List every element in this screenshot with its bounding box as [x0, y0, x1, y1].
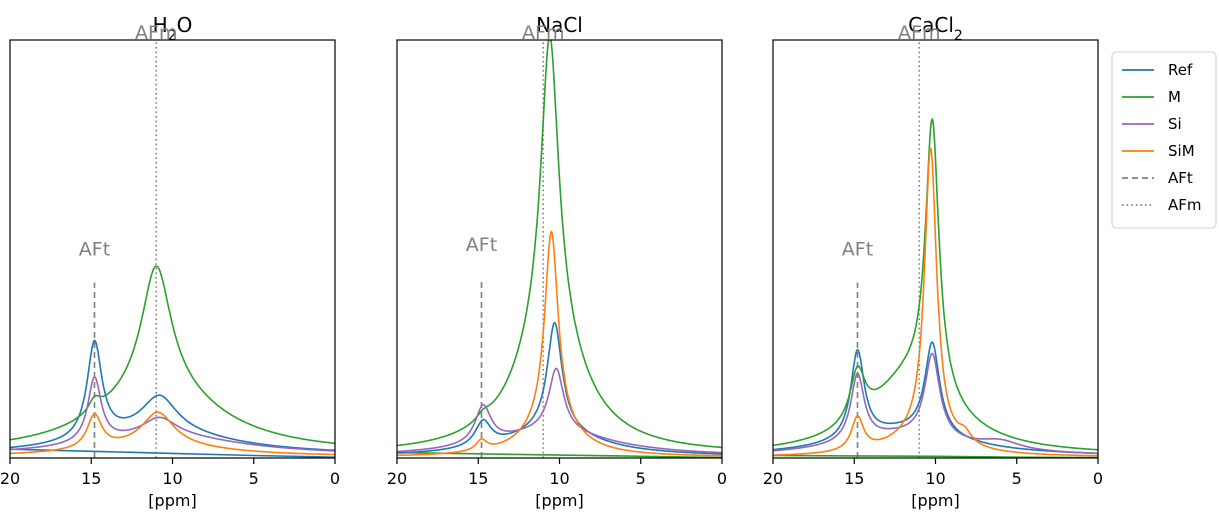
legend-entry: AFt — [1122, 169, 1193, 187]
series-line-sim — [773, 147, 1098, 457]
panel-title-tail: O — [177, 13, 193, 37]
x-tick-label: 5 — [636, 469, 646, 488]
baseline-trace — [10, 448, 335, 458]
x-axis-label: [ppm] — [148, 491, 196, 510]
legend-entry: Si — [1122, 115, 1182, 133]
series-line-ref — [10, 339, 335, 452]
legend-label: AFt — [1168, 169, 1193, 187]
x-tick-label: 5 — [249, 469, 259, 488]
x-tick-label: 5 — [1012, 469, 1022, 488]
afm-annotation-label: AFm — [522, 22, 564, 44]
legend-label: Ref — [1168, 61, 1193, 79]
series-line-m — [397, 40, 722, 449]
x-tick-label: 15 — [81, 469, 101, 488]
legend: Ref M Si SiM AFt AFm — [1111, 51, 1217, 229]
plot-area — [10, 40, 335, 458]
x-tick-label: 0 — [717, 469, 727, 488]
series-line-ref — [397, 321, 722, 455]
aft-annotation-label: AFt — [842, 238, 873, 260]
legend-entry: Ref — [1122, 61, 1193, 79]
plot-area — [397, 40, 722, 458]
x-tick-label: 10 — [549, 469, 569, 488]
legend-label: Si — [1168, 115, 1182, 133]
panel-3: CaCl2 AFt AFm 20 15 10 5 0 [ppm] — [763, 13, 1103, 510]
x-tick-label: 15 — [844, 469, 864, 488]
x-tick-label: 15 — [468, 469, 488, 488]
legend-label: SiM — [1168, 142, 1195, 160]
panel-title-main: CaCl — [908, 13, 954, 37]
series-line-sim — [10, 411, 335, 456]
legend-entry: AFm — [1122, 196, 1202, 214]
x-tick-label: 0 — [330, 469, 340, 488]
panel-title-subscript: 2 — [168, 28, 177, 44]
legend-label: AFm — [1168, 196, 1202, 214]
panel-title-main: NaCl — [536, 13, 583, 37]
legend-entry: M — [1122, 88, 1181, 106]
plot-area — [773, 40, 1098, 458]
panel-title: NaCl — [536, 13, 583, 37]
series-line-sim — [397, 230, 722, 457]
plot-frame — [9, 39, 336, 459]
series-line-ref — [773, 341, 1098, 455]
legend-entry: SiM — [1122, 142, 1195, 160]
legend-box — [1111, 51, 1217, 229]
x-tick-label: 0 — [1093, 469, 1103, 488]
panel-title-main: H — [153, 13, 168, 37]
panel-title-subscript: 2 — [954, 28, 963, 44]
x-tick-label: 20 — [0, 469, 20, 488]
aft-annotation-label: AFt — [466, 234, 497, 256]
panel-2: NaCl AFt AFm 20 15 10 5 0 [ppm] — [387, 13, 727, 510]
x-axis-label: [ppm] — [911, 491, 959, 510]
afm-annotation-label: AFm — [898, 22, 940, 44]
series-line-m — [773, 118, 1098, 451]
x-tick-label: 10 — [925, 469, 945, 488]
afm-annotation-label: AFm — [135, 22, 177, 44]
legend-label: M — [1168, 88, 1181, 106]
panel-1: H2O AFt AFm 20 15 10 5 0 [ppm] — [0, 13, 340, 510]
series-line-m — [10, 265, 335, 445]
series-line-si — [10, 376, 335, 452]
x-axis-label: [ppm] — [535, 491, 583, 510]
baseline-trace — [773, 454, 1098, 458]
x-tick-label: 20 — [387, 469, 407, 488]
plot-frame — [396, 39, 723, 459]
panel-title: CaCl2 — [908, 13, 963, 44]
x-tick-label: 20 — [763, 469, 783, 488]
x-tick-label: 10 — [162, 469, 182, 488]
series-line-si — [397, 367, 722, 454]
aft-annotation-label: AFt — [79, 238, 110, 260]
series-line-si — [773, 352, 1098, 455]
panel-title: H2O — [153, 13, 193, 44]
